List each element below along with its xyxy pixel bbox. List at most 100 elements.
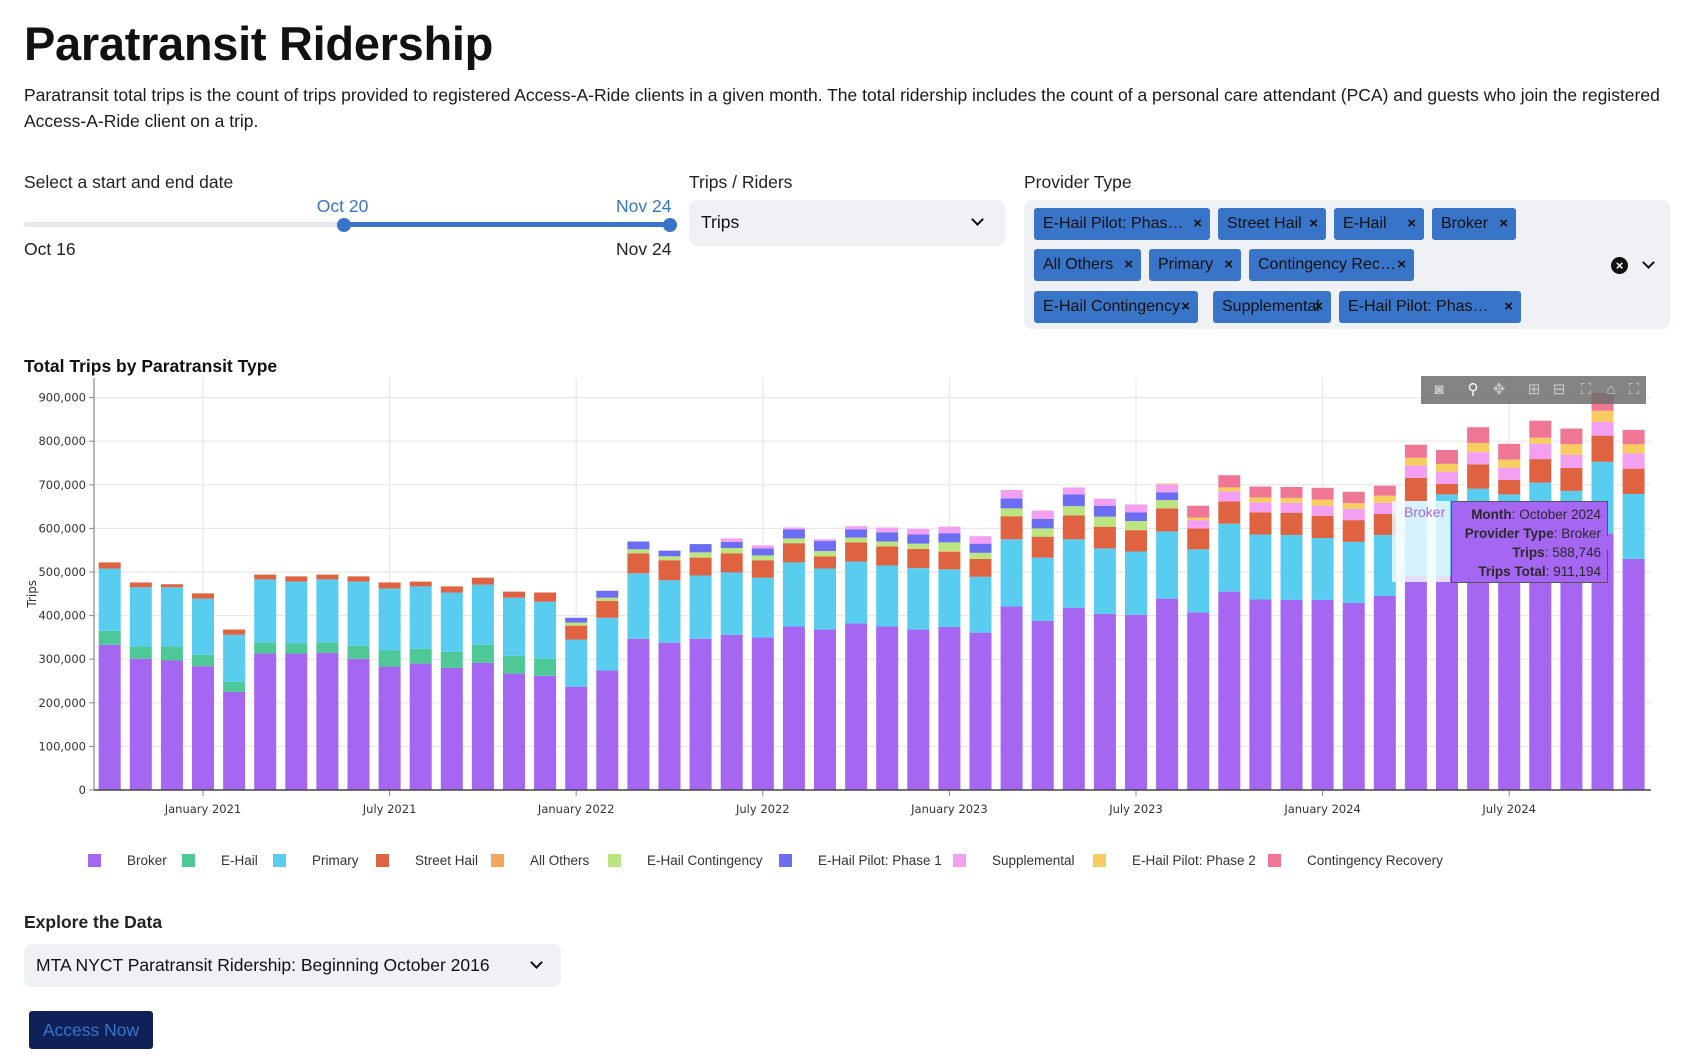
bar-segment[interactable]: [1093, 613, 1116, 790]
bar-segment[interactable]: [534, 592, 557, 602]
bar-segment[interactable]: [1000, 498, 1023, 509]
bar-segment[interactable]: [1000, 508, 1023, 517]
bar-segment[interactable]: [503, 655, 525, 674]
bar-segment[interactable]: [938, 526, 961, 534]
bar-segment[interactable]: [969, 632, 992, 790]
bar-segment[interactable]: [876, 532, 899, 542]
bar-segment[interactable]: [1093, 526, 1116, 549]
bar-segment[interactable]: [1591, 533, 1614, 790]
bar-segment[interactable]: [192, 598, 214, 655]
bar-segment[interactable]: [1373, 595, 1396, 790]
bar-segment[interactable]: [1622, 468, 1645, 494]
bar-segment[interactable]: [876, 626, 899, 791]
bar-segment[interactable]: [1373, 485, 1396, 496]
bar-segment[interactable]: [254, 574, 277, 580]
bar-segment[interactable]: [1125, 614, 1147, 790]
bar-segment[interactable]: [1560, 444, 1583, 455]
legend-item[interactable]: Contingency Recovery: [1268, 852, 1443, 870]
bar-segment[interactable]: [627, 573, 650, 639]
camera-icon[interactable]: ◙: [1434, 381, 1444, 398]
bar-segment[interactable]: [627, 553, 650, 574]
bar-segment[interactable]: [1311, 487, 1334, 500]
bar-segment[interactable]: [751, 577, 774, 638]
legend-item[interactable]: Broker: [88, 852, 167, 870]
bar-segment[interactable]: [969, 558, 992, 577]
reset-axes-icon[interactable]: ⌂: [1606, 381, 1616, 398]
bar-segment[interactable]: [689, 638, 712, 790]
bar-segment[interactable]: [1498, 563, 1521, 790]
bar-segment[interactable]: [440, 667, 463, 790]
bar-segment[interactable]: [409, 581, 432, 587]
bar-segment[interactable]: [1125, 520, 1147, 531]
bar-segment[interactable]: [907, 534, 930, 544]
bar-segment[interactable]: [440, 586, 463, 593]
bar-segment[interactable]: [1498, 459, 1521, 468]
legend-item[interactable]: E-Hail Pilot: Phase 2: [1093, 852, 1256, 870]
bar-segment[interactable]: [1373, 502, 1396, 515]
bar-segment[interactable]: [1467, 442, 1490, 453]
bar-segment[interactable]: [907, 568, 930, 630]
bar-segment[interactable]: [1467, 427, 1490, 443]
bar-segment[interactable]: [1249, 486, 1272, 498]
bar-segment[interactable]: [1000, 606, 1023, 790]
chip-remove-icon[interactable]: ×: [1124, 256, 1133, 273]
bar-segment[interactable]: [938, 551, 961, 552]
bar-segment[interactable]: [1311, 499, 1334, 506]
bar-segment[interactable]: [254, 642, 277, 654]
bar-segment[interactable]: [565, 622, 588, 626]
bar-segment[interactable]: [129, 587, 152, 647]
bar-segment[interactable]: [129, 658, 152, 790]
chip-remove-icon[interactable]: ×: [1193, 215, 1202, 232]
bar-segment[interactable]: [969, 543, 992, 553]
bar-segment[interactable]: [1218, 501, 1241, 524]
bar-segment[interactable]: [1436, 449, 1458, 464]
access-now-button[interactable]: Access Now: [29, 1011, 153, 1049]
bar-segment[interactable]: [1311, 599, 1334, 790]
chevron-down-icon[interactable]: [1642, 256, 1655, 269]
bar-segment[interactable]: [378, 588, 401, 651]
bar-segment[interactable]: [720, 553, 743, 573]
trips-riders-dropdown[interactable]: Trips: [689, 200, 1005, 246]
bar-segment[interactable]: [938, 569, 961, 627]
bar-segment[interactable]: [316, 652, 339, 790]
bar-segment[interactable]: [782, 562, 805, 627]
bar-segment[interactable]: [751, 545, 774, 549]
bar-segment[interactable]: [347, 581, 370, 646]
legend-item[interactable]: E-Hail Pilot: Phase 1: [779, 852, 942, 870]
bar-segment[interactable]: [534, 601, 557, 659]
bar-segment[interactable]: [1436, 463, 1458, 472]
provider-chip[interactable]: Street Hail ×: [1218, 208, 1326, 240]
bar-segment[interactable]: [1622, 558, 1645, 790]
bar-segment[interactable]: [1031, 620, 1054, 790]
bar-segment[interactable]: [1062, 494, 1085, 507]
bar-segment[interactable]: [1218, 523, 1241, 592]
legend-item[interactable]: E-Hail: [182, 852, 258, 870]
bar-segment[interactable]: [720, 538, 743, 542]
bar-segment[interactable]: [751, 555, 774, 561]
legend-item[interactable]: E-Hail Contingency: [608, 852, 763, 870]
bar-segment[interactable]: [160, 584, 183, 588]
bar-segment[interactable]: [1187, 520, 1210, 529]
bar-segment[interactable]: [596, 600, 619, 618]
bar-segment[interactable]: [503, 591, 525, 598]
bar-segment[interactable]: [440, 592, 463, 652]
bar-segment[interactable]: [1218, 591, 1241, 790]
legend-item[interactable]: Street Hail: [376, 852, 478, 870]
bar-segment[interactable]: [907, 528, 930, 535]
bar-segment[interactable]: [720, 541, 743, 549]
bar-segment[interactable]: [1311, 505, 1334, 516]
bar-segment[interactable]: [1156, 598, 1179, 790]
chip-remove-icon[interactable]: ×: [1314, 298, 1323, 315]
bar-segment[interactable]: [1436, 483, 1458, 495]
bar-segment[interactable]: [1280, 486, 1303, 498]
bar-segment[interactable]: [223, 691, 246, 790]
bar-segment[interactable]: [782, 529, 805, 539]
bar-segment[interactable]: [1187, 612, 1210, 790]
bar-segment[interactable]: [1529, 437, 1552, 444]
clear-all-icon[interactable]: ×: [1611, 257, 1628, 274]
dataset-dropdown[interactable]: MTA NYCT Paratransit Ridership: Beginnin…: [24, 944, 561, 987]
bar-segment[interactable]: [192, 654, 214, 667]
bar-segment[interactable]: [160, 587, 183, 647]
bar-segment[interactable]: [1591, 421, 1614, 436]
bar-segment[interactable]: [409, 648, 432, 664]
